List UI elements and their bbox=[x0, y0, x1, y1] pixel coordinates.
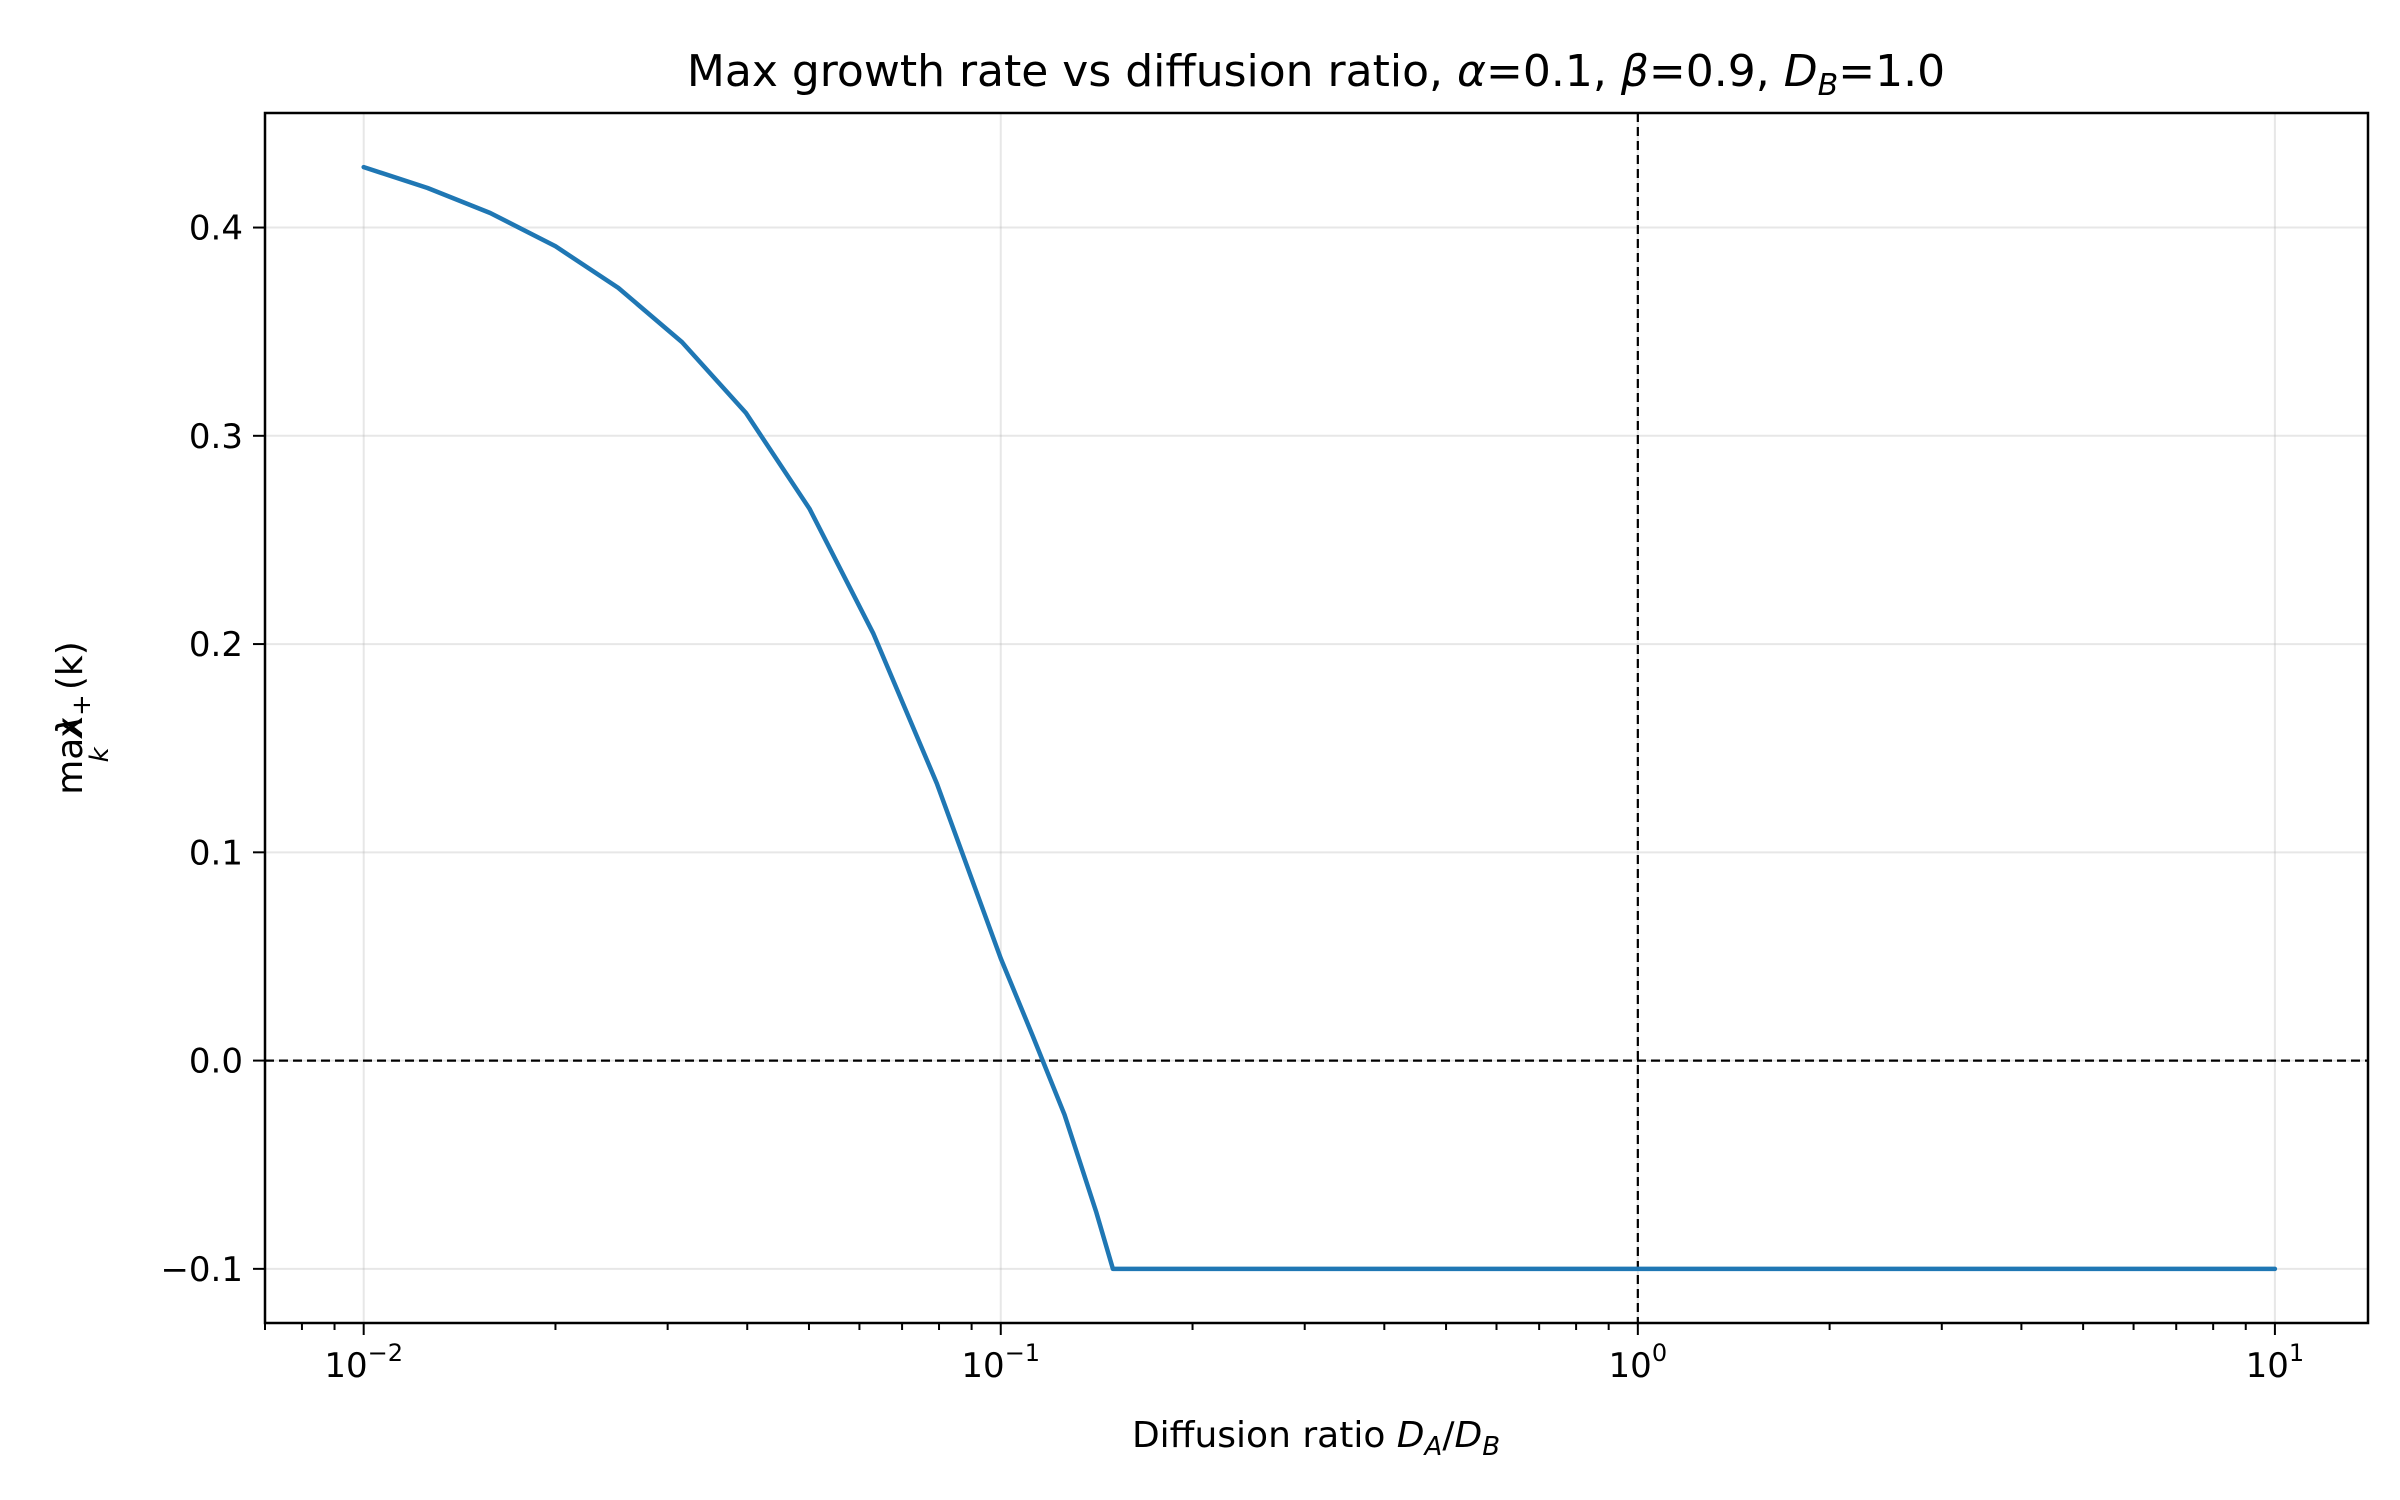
plot-area-frame bbox=[263, 111, 2370, 1325]
y-tick-label: 0.4 bbox=[189, 209, 243, 249]
reference-lines bbox=[265, 113, 2368, 1323]
x-tick-label: 10−2 bbox=[324, 1339, 403, 1386]
chart-title: Max growth rate vs diffusion ratio, α=0.… bbox=[687, 46, 1945, 103]
y-tick-label: 0.0 bbox=[189, 1042, 243, 1082]
y-tick-label: 0.1 bbox=[189, 833, 243, 873]
y-tick-label: −0.1 bbox=[160, 1250, 243, 1290]
y-axis-label: maxkλ+(k) bbox=[50, 641, 115, 795]
grid-layer bbox=[265, 113, 2368, 1323]
growth-rate-line bbox=[361, 164, 2278, 1272]
y-tick-label: 0.3 bbox=[189, 417, 243, 457]
series-layer bbox=[361, 164, 2278, 1272]
x-tick-label: 100 bbox=[1609, 1339, 1668, 1386]
y-tick-label: 0.2 bbox=[189, 625, 243, 665]
x-tick-label: 101 bbox=[2246, 1339, 2305, 1386]
tick-layer: 10−2 10−1 100 101 −0.1 0.0 0.1 0.2 0.3 0.4 bbox=[160, 209, 2304, 1386]
x-axis-label: Diffusion ratio DA/DB bbox=[1132, 1415, 1500, 1462]
x-tick-label: 10−1 bbox=[961, 1339, 1040, 1386]
